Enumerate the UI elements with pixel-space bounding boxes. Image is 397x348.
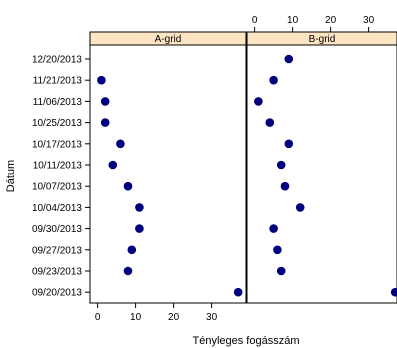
data-point bbox=[127, 245, 137, 255]
x-tick-label-bottom: 20 bbox=[168, 312, 180, 323]
data-point bbox=[123, 266, 133, 276]
data-point bbox=[254, 97, 263, 106]
y-tick-label: 12/20/2013 bbox=[32, 55, 82, 66]
data-point bbox=[284, 54, 294, 64]
data-points bbox=[97, 54, 397, 297]
panel-strips: A-grid B-grid bbox=[89, 31, 397, 46]
x-tick-label-top: 10 bbox=[287, 15, 299, 26]
data-point bbox=[135, 224, 144, 233]
data-point bbox=[280, 181, 290, 191]
panel-frames bbox=[89, 44, 397, 304]
x-axis-title: Tényleges fogásszám bbox=[193, 335, 300, 347]
y-tick-label: 09/20/2013 bbox=[32, 288, 82, 299]
y-tick-label: 09/27/2013 bbox=[32, 245, 82, 256]
x-tick-label-top: 30 bbox=[363, 15, 375, 26]
panel-frame-a-grid bbox=[89, 44, 247, 304]
x-tick-label-top: 0 bbox=[252, 15, 258, 26]
data-point bbox=[233, 287, 243, 297]
data-point bbox=[276, 160, 286, 170]
data-point bbox=[123, 181, 133, 191]
data-point bbox=[100, 97, 110, 106]
data-point bbox=[108, 160, 118, 170]
data-point bbox=[269, 75, 278, 85]
x-tick-label-bottom: 10 bbox=[130, 312, 142, 323]
data-point bbox=[97, 75, 106, 85]
y-tick-label: 10/04/2013 bbox=[32, 203, 82, 214]
strip-label-b-grid: B-grid bbox=[309, 34, 336, 45]
y-axis-title: Dátum bbox=[5, 160, 17, 192]
x-axis-top: 0 10 20 30 bbox=[252, 15, 375, 32]
data-point bbox=[265, 118, 275, 127]
data-point bbox=[295, 203, 305, 212]
y-axis: 12/20/2013 11/21/2013 11/06/2013 10/25/2013… bbox=[32, 55, 90, 299]
x-tick-label-bottom: 30 bbox=[206, 312, 218, 323]
data-point bbox=[284, 139, 294, 149]
y-tick-label: 09/30/2013 bbox=[32, 224, 82, 235]
x-tick-label-bottom: 0 bbox=[95, 312, 101, 323]
data-point bbox=[390, 287, 397, 297]
y-tick-label: 10/07/2013 bbox=[32, 182, 82, 193]
x-axis-bottom: 0 10 20 30 bbox=[95, 303, 218, 323]
data-point bbox=[273, 245, 282, 255]
y-tick-label: 11/06/2013 bbox=[33, 97, 83, 108]
y-tick-label: 10/17/2013 bbox=[32, 139, 82, 150]
strip-label-a-grid: A-grid bbox=[155, 34, 182, 45]
y-tick-label: 10/25/2013 bbox=[32, 118, 82, 129]
data-point bbox=[269, 224, 278, 233]
x-tick-label-top: 20 bbox=[325, 15, 337, 26]
data-point bbox=[116, 139, 125, 149]
series-a-grid bbox=[97, 75, 243, 297]
y-tick-label: 11/21/2013 bbox=[33, 76, 83, 87]
data-point bbox=[276, 266, 286, 276]
panel-frame-b-grid bbox=[246, 44, 397, 304]
y-tick-label: 09/23/2013 bbox=[32, 267, 82, 278]
y-tick-label: 10/11/2013 bbox=[33, 161, 83, 172]
data-point bbox=[100, 118, 110, 127]
data-point bbox=[135, 203, 144, 212]
series-b-grid bbox=[254, 54, 397, 297]
